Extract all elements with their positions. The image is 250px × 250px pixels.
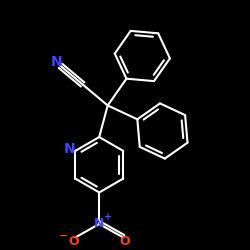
Text: N: N xyxy=(64,142,75,156)
Text: −: − xyxy=(59,230,69,240)
Text: O: O xyxy=(68,235,79,248)
Text: N: N xyxy=(51,55,62,69)
Text: O: O xyxy=(120,235,130,248)
Text: +: + xyxy=(104,212,112,222)
Text: N: N xyxy=(94,218,104,230)
